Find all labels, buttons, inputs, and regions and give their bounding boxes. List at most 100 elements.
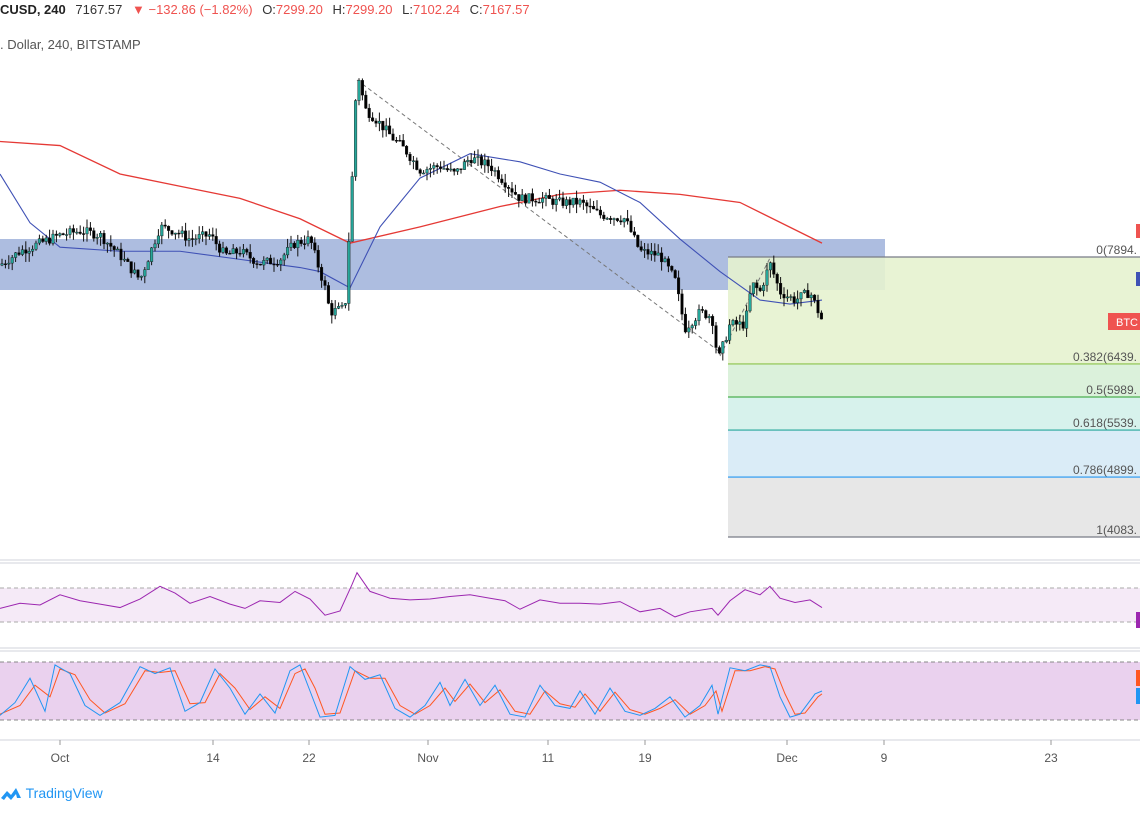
candle-body [17,252,21,255]
candle-body [190,238,194,240]
candle-body [473,157,477,164]
candle-body [690,325,694,329]
candle-body [697,309,701,321]
candle-body [571,197,575,206]
candle-body [486,159,490,167]
candle-body [700,309,704,311]
candle-body [357,80,361,101]
candle-body [639,246,643,251]
candle-body [48,237,52,244]
stoch-pane[interactable] [0,661,1140,721]
chart-subtitle: . Dollar, 240, BITSTAMP [0,37,141,52]
candle-body [469,159,473,164]
candle-body [235,248,239,254]
candle-body [173,232,177,235]
rsi-pane[interactable] [0,571,1140,628]
last-price: 7167.57 [75,2,123,17]
candle-body [105,242,109,245]
candle-body [347,241,351,304]
candle-body [143,269,147,277]
candle-body [7,262,11,265]
candle-body [326,285,330,304]
candle-body [547,195,551,199]
open-value: 7299.20 [275,2,323,17]
stoch-band [0,662,1140,720]
candle-body [796,298,800,304]
trend-line [719,257,771,357]
high-label: H: [332,2,346,17]
candle-body [408,154,412,161]
candle-body [204,231,208,237]
ma-short-line [0,153,823,305]
candle-body [330,303,334,316]
candle-body [109,242,113,247]
candle-body [605,218,609,220]
candle-body [255,263,259,265]
candle-body [510,188,514,193]
candle-body [316,249,320,268]
candle-body [816,300,820,314]
candle-body [602,214,606,219]
candle-body [663,258,667,263]
candle-body [789,296,793,298]
candle-body [112,246,116,250]
candle-body [292,242,296,249]
candle-body [704,310,708,319]
candle-body [751,282,755,294]
candle-body [422,172,426,175]
x-tick-label: Dec [776,751,797,765]
candle-body [238,253,242,255]
candle-body [343,303,347,306]
candle-body [819,312,823,320]
candle-body [102,233,106,245]
candle-body [218,243,222,253]
candle-body [3,263,7,265]
rsi-line [0,571,823,618]
candle-body [269,257,273,265]
candle-body [65,234,69,236]
candle-body [456,168,460,172]
fib-level-label: 0.382(6439. [1073,350,1137,364]
candle-body [500,178,504,183]
candle-body [85,227,89,235]
candle-body [418,169,422,174]
scale-marker [1136,272,1140,286]
candle-body [517,194,521,201]
x-tick-label: Nov [417,751,438,765]
candle-body [445,168,449,171]
candle-body [323,280,327,286]
candle-body [561,197,565,206]
candle-body [211,234,215,237]
price-pane[interactable] [0,78,1140,538]
candle-body [156,235,160,245]
candle-body [0,263,4,266]
fib-level-label: 1(4083. [1096,523,1137,537]
candle-body [163,224,167,227]
candle-body [71,228,75,233]
tradingview-logo[interactable]: TradingView [0,785,103,803]
candle-body [286,247,290,256]
candle-body [384,125,388,131]
x-tick-label: 9 [881,751,888,765]
candle-body [792,296,796,304]
candle-body [231,248,235,254]
candle-body [527,193,531,204]
x-tick-label: Oct [51,751,70,765]
candle-body [476,156,480,158]
brand-name: TradingView [25,785,103,801]
candle-body [405,145,409,155]
candle-body [398,140,402,142]
candle-body [37,238,41,244]
candle-body [262,260,266,266]
fib-band [728,477,1140,537]
tradingview-icon [0,785,26,801]
candle-body [551,198,555,205]
candle-body [241,249,245,255]
candle-body [24,249,28,254]
low-value: 7102.24 [413,2,461,17]
candle-body [146,261,150,270]
candle-body [677,277,681,295]
candle-body [14,252,18,258]
candle-body [139,275,143,278]
